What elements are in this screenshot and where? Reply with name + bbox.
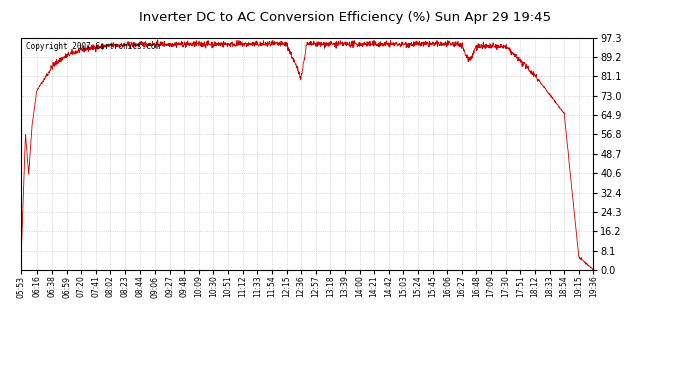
Text: Copyright 2007 Cartronics.com: Copyright 2007 Cartronics.com <box>26 42 161 51</box>
Text: Inverter DC to AC Conversion Efficiency (%) Sun Apr 29 19:45: Inverter DC to AC Conversion Efficiency … <box>139 11 551 24</box>
